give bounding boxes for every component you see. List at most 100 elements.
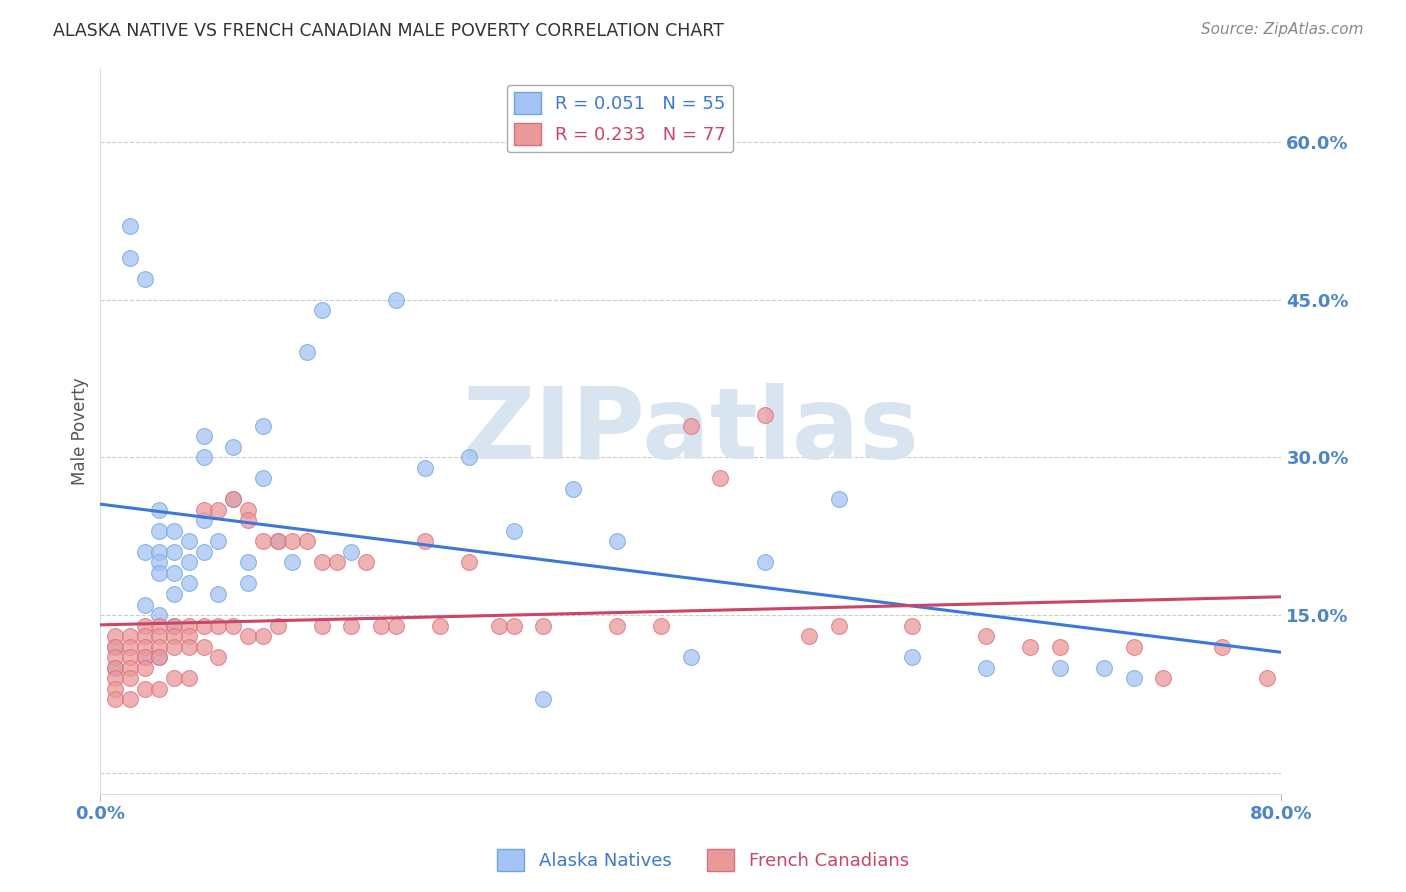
Point	[974, 629, 997, 643]
Point	[134, 545, 156, 559]
Point	[458, 450, 481, 465]
Point	[148, 566, 170, 580]
Point	[252, 471, 274, 485]
Point	[163, 587, 186, 601]
Point	[193, 640, 215, 654]
Point	[163, 618, 186, 632]
Point	[561, 482, 583, 496]
Point	[413, 461, 436, 475]
Point	[974, 660, 997, 674]
Point	[325, 556, 347, 570]
Point	[177, 576, 200, 591]
Point	[193, 513, 215, 527]
Point	[827, 618, 849, 632]
Point	[134, 598, 156, 612]
Point	[193, 429, 215, 443]
Point	[502, 618, 524, 632]
Point	[754, 556, 776, 570]
Point	[1122, 640, 1144, 654]
Point	[177, 640, 200, 654]
Point	[236, 629, 259, 643]
Point	[134, 640, 156, 654]
Point	[252, 629, 274, 643]
Point	[118, 629, 141, 643]
Point	[207, 534, 229, 549]
Point	[148, 545, 170, 559]
Point	[222, 440, 245, 454]
Text: Source: ZipAtlas.com: Source: ZipAtlas.com	[1201, 22, 1364, 37]
Point	[222, 492, 245, 507]
Point	[163, 524, 186, 538]
Point	[163, 618, 186, 632]
Point	[295, 345, 318, 359]
Point	[1152, 671, 1174, 685]
Point	[236, 513, 259, 527]
Point	[1122, 671, 1144, 685]
Point	[148, 524, 170, 538]
Y-axis label: Male Poverty: Male Poverty	[72, 377, 89, 485]
Legend: Alaska Natives, French Canadians: Alaska Natives, French Canadians	[489, 842, 917, 879]
Point	[1256, 671, 1278, 685]
Point	[222, 492, 245, 507]
Point	[901, 650, 924, 665]
Point	[295, 534, 318, 549]
Point	[502, 524, 524, 538]
Point	[163, 671, 186, 685]
Point	[266, 534, 288, 549]
Point	[177, 618, 200, 632]
Point	[134, 650, 156, 665]
Point	[163, 566, 186, 580]
Point	[104, 650, 127, 665]
Point	[340, 618, 363, 632]
Point	[384, 293, 406, 307]
Point	[118, 671, 141, 685]
Point	[413, 534, 436, 549]
Point	[104, 629, 127, 643]
Text: ALASKA NATIVE VS FRENCH CANADIAN MALE POVERTY CORRELATION CHART: ALASKA NATIVE VS FRENCH CANADIAN MALE PO…	[53, 22, 724, 40]
Point	[134, 271, 156, 285]
Point	[531, 692, 554, 706]
Point	[148, 681, 170, 696]
Point	[606, 534, 628, 549]
Point	[193, 450, 215, 465]
Point	[384, 618, 406, 632]
Point	[266, 618, 288, 632]
Point	[488, 618, 510, 632]
Point	[104, 692, 127, 706]
Point	[650, 618, 672, 632]
Point	[311, 303, 333, 318]
Point	[104, 681, 127, 696]
Point	[754, 409, 776, 423]
Point	[429, 618, 451, 632]
Point	[1092, 660, 1115, 674]
Point	[827, 492, 849, 507]
Point	[148, 629, 170, 643]
Point	[236, 503, 259, 517]
Point	[606, 618, 628, 632]
Point	[163, 629, 186, 643]
Point	[1049, 660, 1071, 674]
Point	[222, 618, 245, 632]
Point	[118, 640, 141, 654]
Point	[134, 660, 156, 674]
Point	[531, 618, 554, 632]
Point	[901, 618, 924, 632]
Point	[134, 629, 156, 643]
Point	[177, 671, 200, 685]
Point	[207, 503, 229, 517]
Point	[207, 587, 229, 601]
Point	[281, 534, 304, 549]
Point	[104, 660, 127, 674]
Point	[193, 545, 215, 559]
Point	[354, 556, 377, 570]
Point	[148, 650, 170, 665]
Point	[104, 640, 127, 654]
Point	[104, 640, 127, 654]
Point	[236, 556, 259, 570]
Point	[370, 618, 392, 632]
Point	[134, 650, 156, 665]
Point	[148, 556, 170, 570]
Point	[252, 534, 274, 549]
Point	[709, 471, 731, 485]
Point	[311, 556, 333, 570]
